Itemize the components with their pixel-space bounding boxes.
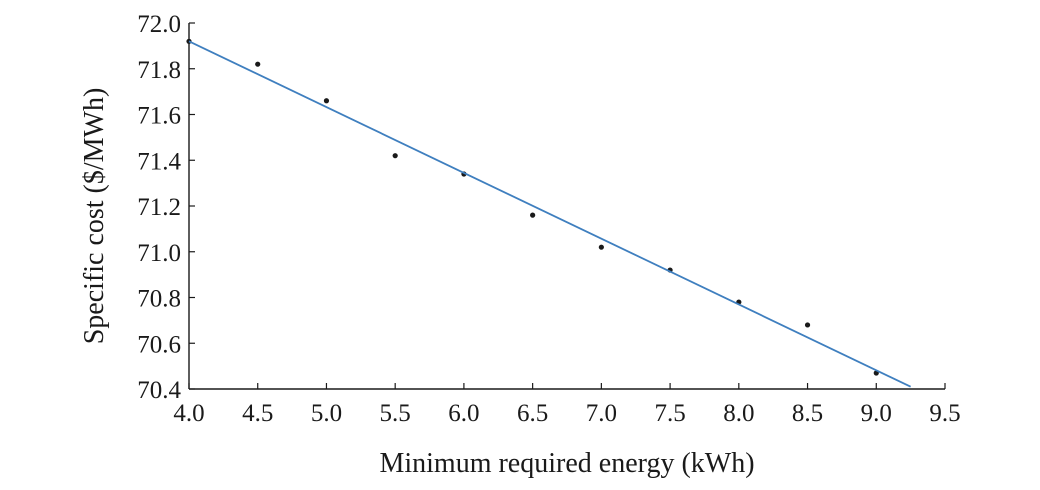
data-point: [255, 61, 261, 67]
x-tick-label: 7.0: [586, 400, 617, 427]
trend-line: [188, 40, 912, 388]
y-tick-label: 71.8: [137, 57, 181, 84]
x-tick-label: 8.0: [723, 400, 754, 427]
y-axis-title: Specific cost ($/MWh): [79, 88, 110, 345]
y-tick-label: 70.4: [137, 377, 181, 404]
x-axis-ticks: 4.0 4.5 5.0 5.5 6.0 6.5 7.0 7.5 8.0 8.5 9.0 9.5: [173, 383, 961, 427]
y-axis-ticks: 70.4 70.6 70.8 71.0 71.2 71.4 71.6 71.8 72.0: [137, 11, 195, 404]
y-tick-label: 71.0: [137, 240, 181, 267]
data-point: [530, 212, 536, 218]
x-tick-label: 9.5: [929, 400, 960, 427]
x-tick-label: 5.5: [380, 400, 411, 427]
plot-marks: [186, 38, 912, 388]
x-tick-label: 9.0: [861, 400, 892, 427]
y-tick-label: 72.0: [137, 11, 181, 38]
x-tick-label: 8.5: [792, 400, 823, 427]
y-tick-label: 70.8: [137, 286, 181, 313]
y-tick-label: 71.4: [137, 148, 181, 175]
data-point: [323, 98, 330, 104]
x-tick-label: 6.0: [448, 400, 479, 427]
axes: [188, 23, 945, 390]
x-tick-label: 7.5: [654, 400, 685, 427]
x-tick-label: 6.5: [517, 400, 548, 427]
x-axis-title: Minimum required energy (kWh): [379, 448, 754, 479]
x-tick-label: 5.0: [311, 400, 342, 427]
y-tick-label: 71.6: [137, 103, 181, 130]
y-tick-label: 70.6: [137, 331, 181, 358]
y-tick-label: 71.2: [137, 194, 181, 221]
data-point: [598, 244, 604, 250]
x-tick-label: 4.0: [173, 400, 204, 427]
data-point: [392, 153, 398, 159]
data-point: [804, 322, 811, 328]
x-tick-label: 4.5: [242, 400, 273, 427]
